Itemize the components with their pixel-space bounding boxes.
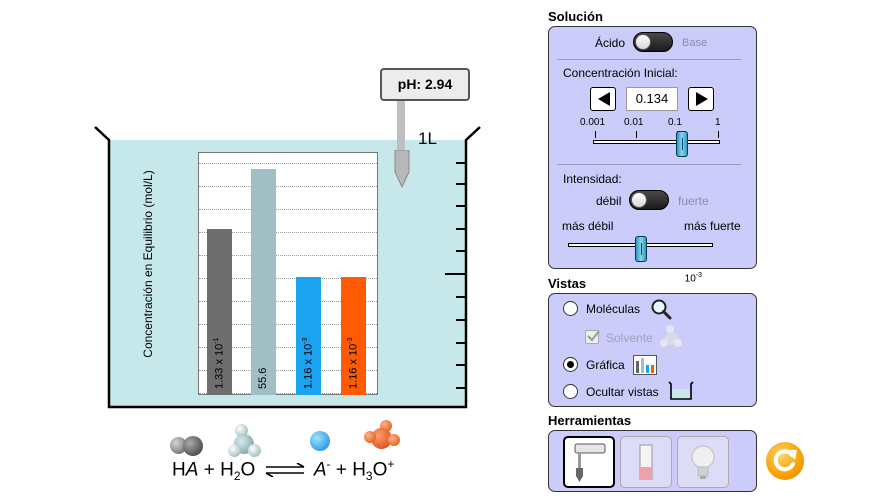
molecules-label[interactable]: Moléculas [586, 302, 641, 316]
reaction-equation: HA + H2O A- + H3O+ [172, 457, 395, 484]
bar-a [296, 276, 321, 395]
ph-paper-icon [639, 444, 653, 480]
gridline [199, 393, 377, 394]
beaker-tick [456, 342, 467, 344]
base-label: Base [682, 37, 708, 49]
strength-label: Intensidad: [563, 172, 622, 186]
reset-icon [773, 449, 797, 472]
solvent-checkbox[interactable] [585, 330, 599, 344]
ph-paper-tool-button[interactable] [620, 436, 672, 488]
gridline [199, 347, 377, 348]
solution-section-title: Solución [548, 9, 603, 24]
bar-ha [207, 229, 232, 395]
ha-molecule-icon [170, 432, 206, 458]
molecules-radio[interactable] [563, 301, 578, 316]
toggle-knob[interactable] [635, 34, 651, 50]
views-section-title: Vistas [548, 276, 587, 291]
light-bulb-icon [691, 445, 715, 479]
bar-h2o [251, 168, 276, 395]
magnifier-icon [651, 299, 672, 320]
decrease-concentration-button[interactable] [590, 87, 616, 111]
bar-value-label: 55.6 [257, 367, 269, 389]
concentration-graph: 1.33 x 10-1 55.6 1.16 x 10-3 1.16 x 10-3 [198, 152, 378, 395]
concentration-scale-label: 0.1 [668, 117, 682, 128]
initial-concentration-label: Concentración Inicial: [563, 66, 678, 80]
arrow-right-icon [696, 92, 708, 106]
bar-value-label: 1.33 x 10-1 [213, 337, 226, 390]
water-molecule-icon [228, 424, 262, 460]
concentration-scale-tick [636, 131, 637, 138]
beaker-volume-label: 1L [418, 129, 437, 148]
weak-strong-toggle[interactable] [629, 190, 669, 210]
views-panel [548, 293, 757, 407]
concentration-scale-label: 0.01 [624, 117, 644, 128]
beaker [94, 126, 481, 409]
checkmark-icon [587, 330, 600, 342]
weak-label: débil [596, 194, 622, 208]
increase-concentration-button[interactable] [688, 87, 714, 111]
beaker-tick [456, 183, 467, 185]
beaker-icon [668, 381, 694, 400]
ph-meter-tool-button[interactable] [563, 436, 615, 488]
gridline [199, 278, 377, 279]
gridline [199, 232, 377, 233]
ph-probe-icon[interactable] [393, 150, 411, 188]
beaker-tick [456, 296, 467, 298]
toggle-knob[interactable] [631, 192, 647, 208]
ph-meter-readout[interactable]: pH: 2.94 [380, 68, 470, 101]
gridline [199, 370, 377, 371]
solution-panel [548, 26, 757, 269]
bar-chart-icon [633, 355, 657, 375]
divider [557, 59, 741, 60]
beaker-tick [456, 387, 467, 389]
concentration-scale-tick [595, 131, 596, 138]
acid-base-toggle[interactable] [633, 32, 673, 52]
graph-y-axis-title: Concentración en Equilibrio (mol/L) [141, 170, 155, 358]
concentration-scale-tick [718, 131, 719, 138]
y-tick-label: 10-3 [684, 272, 702, 285]
concentration-value[interactable]: 0.134 [626, 87, 678, 111]
gridline [199, 186, 377, 187]
concentration-scale-label: 1 [715, 117, 721, 128]
acid-label: Ácido [595, 36, 626, 50]
gridline [199, 255, 377, 256]
concentration-scale-label: 0.001 [580, 117, 606, 128]
beaker-tick [445, 273, 467, 275]
concentration-slider-track[interactable] [593, 140, 720, 144]
concentration-slider-thumb[interactable] [676, 131, 688, 157]
ph-meter-icon [574, 443, 606, 482]
weaker-label: más débil [562, 219, 614, 233]
conjugate-base-molecule-icon [310, 431, 330, 451]
gridline [199, 209, 377, 210]
hide-views-radio[interactable] [563, 384, 578, 399]
beaker-tick [456, 319, 467, 321]
arrow-left-icon [598, 92, 610, 106]
bar-value-label: 1.16 x 10-3 [347, 337, 360, 390]
stronger-label: más fuerte [684, 219, 741, 233]
beaker-tick [456, 228, 467, 230]
bar-value-label: 1.16 x 10-3 [302, 337, 315, 390]
strong-label: fuerte [678, 194, 709, 208]
solvent-label: Solvente [606, 331, 653, 345]
hydronium-molecule-icon [364, 420, 400, 452]
conductivity-tool-button[interactable] [677, 436, 729, 488]
graph-label[interactable]: Gráfica [586, 358, 625, 372]
beaker-tick [456, 364, 467, 366]
equilibrium-arrow-icon [265, 463, 304, 478]
bar-h3o [341, 276, 366, 395]
beaker-tick [456, 162, 467, 164]
gridline [199, 163, 377, 164]
graph-radio[interactable] [563, 357, 578, 372]
tools-section-title: Herramientas [548, 413, 632, 428]
hide-views-label[interactable]: Ocultar vistas [586, 385, 659, 399]
reset-button[interactable] [766, 442, 804, 480]
divider [557, 164, 741, 165]
solvent-molecule-icon [660, 325, 682, 349]
beaker-tick [456, 250, 467, 252]
gridline [199, 324, 377, 325]
beaker-tick [456, 205, 467, 207]
gridline [199, 301, 377, 302]
ph-meter-rod[interactable] [397, 100, 405, 152]
strength-slider-thumb[interactable] [634, 236, 647, 262]
